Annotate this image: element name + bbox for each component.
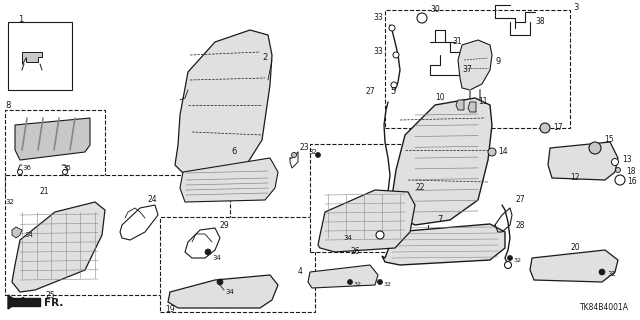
Text: 11: 11 bbox=[478, 98, 488, 107]
Text: 25: 25 bbox=[45, 291, 55, 300]
Text: 23: 23 bbox=[300, 143, 310, 153]
Text: 1: 1 bbox=[18, 15, 23, 25]
Circle shape bbox=[589, 142, 601, 154]
Text: 10: 10 bbox=[435, 93, 445, 102]
Polygon shape bbox=[175, 30, 272, 182]
Text: 32: 32 bbox=[514, 258, 522, 262]
FancyBboxPatch shape bbox=[5, 175, 230, 295]
Polygon shape bbox=[8, 295, 18, 309]
Polygon shape bbox=[382, 224, 505, 265]
Text: 26: 26 bbox=[350, 247, 360, 257]
Text: 34: 34 bbox=[344, 235, 353, 241]
FancyBboxPatch shape bbox=[160, 217, 315, 312]
Polygon shape bbox=[180, 158, 278, 202]
Polygon shape bbox=[10, 299, 14, 305]
Text: 3: 3 bbox=[573, 4, 579, 12]
Text: FR.: FR. bbox=[44, 298, 63, 308]
Text: 15: 15 bbox=[604, 135, 614, 145]
Polygon shape bbox=[390, 98, 492, 225]
Circle shape bbox=[508, 255, 513, 260]
Text: 9: 9 bbox=[495, 58, 500, 67]
Circle shape bbox=[393, 52, 399, 58]
Circle shape bbox=[17, 170, 22, 174]
Polygon shape bbox=[168, 275, 278, 308]
Polygon shape bbox=[120, 205, 158, 240]
Text: 28: 28 bbox=[515, 220, 525, 229]
Polygon shape bbox=[12, 227, 22, 238]
Text: 29: 29 bbox=[220, 220, 230, 229]
Text: 36: 36 bbox=[22, 165, 31, 171]
Text: 20: 20 bbox=[570, 244, 580, 252]
Text: 32: 32 bbox=[354, 283, 362, 287]
Text: 4: 4 bbox=[297, 268, 302, 276]
Text: 34: 34 bbox=[212, 255, 221, 261]
Text: 19: 19 bbox=[165, 306, 175, 315]
Circle shape bbox=[540, 123, 550, 133]
Text: 27: 27 bbox=[365, 87, 375, 97]
Polygon shape bbox=[548, 142, 618, 180]
Polygon shape bbox=[468, 102, 476, 112]
Text: 14: 14 bbox=[498, 148, 508, 156]
Text: 12: 12 bbox=[570, 173, 580, 182]
Text: 33: 33 bbox=[373, 47, 383, 57]
Text: 32: 32 bbox=[308, 149, 317, 155]
Text: 6: 6 bbox=[231, 148, 237, 156]
Circle shape bbox=[348, 279, 353, 284]
Text: 5: 5 bbox=[390, 87, 396, 97]
Text: 24: 24 bbox=[148, 196, 157, 204]
Polygon shape bbox=[15, 118, 90, 160]
Text: 34: 34 bbox=[24, 232, 33, 238]
FancyBboxPatch shape bbox=[8, 22, 72, 90]
Polygon shape bbox=[456, 100, 464, 110]
Text: 21: 21 bbox=[40, 188, 49, 196]
Circle shape bbox=[488, 148, 496, 156]
Circle shape bbox=[599, 269, 605, 275]
Text: 17: 17 bbox=[553, 124, 563, 132]
Circle shape bbox=[291, 153, 296, 157]
FancyBboxPatch shape bbox=[310, 144, 428, 252]
Text: 8: 8 bbox=[5, 100, 10, 109]
Circle shape bbox=[63, 170, 67, 174]
Text: 27: 27 bbox=[515, 196, 525, 204]
FancyBboxPatch shape bbox=[5, 110, 105, 195]
Circle shape bbox=[391, 82, 397, 88]
Circle shape bbox=[205, 249, 211, 255]
FancyBboxPatch shape bbox=[385, 10, 570, 128]
Text: 33: 33 bbox=[373, 13, 383, 22]
Polygon shape bbox=[22, 52, 42, 64]
Text: 32: 32 bbox=[607, 271, 616, 277]
Circle shape bbox=[616, 167, 621, 172]
Polygon shape bbox=[185, 228, 220, 258]
Text: 18: 18 bbox=[626, 167, 636, 177]
Text: 38: 38 bbox=[535, 18, 545, 27]
Text: 30: 30 bbox=[430, 5, 440, 14]
Circle shape bbox=[376, 231, 384, 239]
Polygon shape bbox=[12, 202, 105, 292]
Text: 32: 32 bbox=[384, 283, 392, 287]
Polygon shape bbox=[318, 190, 415, 252]
Text: 2: 2 bbox=[262, 53, 268, 62]
Circle shape bbox=[615, 175, 625, 185]
Text: TK84B4001A: TK84B4001A bbox=[580, 303, 629, 313]
Circle shape bbox=[217, 279, 223, 285]
Text: 7: 7 bbox=[437, 215, 443, 225]
Text: 35: 35 bbox=[62, 165, 71, 171]
Circle shape bbox=[316, 153, 321, 157]
Polygon shape bbox=[308, 265, 378, 288]
Text: 31: 31 bbox=[452, 37, 461, 46]
Circle shape bbox=[389, 25, 395, 31]
Circle shape bbox=[611, 158, 618, 165]
Text: 16: 16 bbox=[627, 178, 637, 187]
Circle shape bbox=[417, 13, 427, 23]
Circle shape bbox=[378, 279, 383, 284]
Text: 34: 34 bbox=[225, 289, 234, 295]
Polygon shape bbox=[530, 250, 618, 282]
Text: 32: 32 bbox=[5, 199, 14, 205]
Text: 22: 22 bbox=[415, 183, 424, 193]
Polygon shape bbox=[10, 298, 40, 306]
Polygon shape bbox=[458, 40, 492, 90]
Text: 13: 13 bbox=[622, 156, 632, 164]
Circle shape bbox=[504, 261, 511, 268]
Text: 37: 37 bbox=[462, 66, 472, 75]
